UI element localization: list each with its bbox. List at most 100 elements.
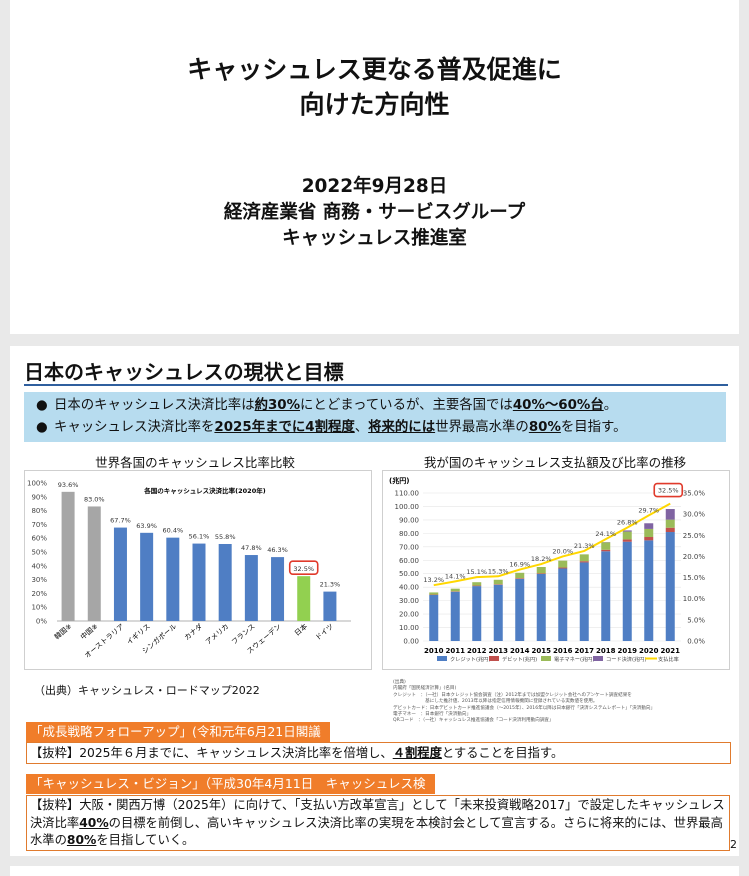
chart1-data-label: 60.4% — [162, 527, 183, 535]
chart2-ratio-line — [433, 502, 671, 587]
chart1-highlight-box — [288, 560, 319, 575]
chart1-ytick: 100% — [27, 480, 47, 488]
chart2-bar-segment — [665, 509, 675, 520]
chart2-bar-segment — [665, 519, 675, 528]
chart2-ytick-right: 35.0% — [683, 490, 706, 498]
chart1-data-label: 93.6% — [58, 481, 79, 489]
chart2-bar-segment — [601, 551, 611, 641]
chart2-category-label: 2012 — [467, 647, 487, 655]
chart1-data-label: 47.8% — [241, 544, 262, 552]
chart2-bar-segment — [601, 542, 611, 550]
chart2-bar-segment — [644, 540, 654, 641]
chart2-bar-segment — [472, 582, 482, 586]
chart1-bar — [166, 537, 180, 621]
right-chart-heading: 我が国のキャッシュレス支払額及び比率の推移 — [423, 455, 687, 470]
chart2-bar-segment — [536, 567, 546, 574]
chart1-category-label: ドイツ — [314, 622, 335, 642]
chart2-category-label: 2011 — [446, 647, 466, 655]
chart2-ytick-left: 60.00 — [399, 557, 419, 565]
chart1-ytick: 10% — [31, 604, 47, 612]
chart1-data-label: 46.3% — [267, 546, 288, 554]
chart2-legend-swatch — [489, 656, 499, 661]
trend-chart-panel: (兆円) 0.00 10.00 20.00 30.00 40.00 50.00 60.00 70… — [382, 470, 730, 670]
chart2-bar-segment — [472, 585, 482, 587]
chart2-bar-segment — [579, 561, 589, 563]
chart2-category-label: 2015 — [532, 647, 552, 655]
chart2-ytick-left: 80.00 — [399, 530, 419, 538]
chart2-bar-segment — [493, 579, 503, 585]
chart1-bar — [244, 555, 258, 621]
chart2-ratio-label: 15.3% — [488, 567, 509, 575]
chart2-ytick-left: 0.00 — [403, 638, 419, 646]
chart2-legend-swatch — [593, 656, 603, 661]
slide-heading: 日本のキャッシュレスの現状と目標 — [24, 360, 344, 384]
summary-bullet-2: ● キャッシュレス決済比率を2025年までに4割程度、将来的には世界最高水準の80… — [36, 417, 627, 439]
summary-box: ● 日本のキャッシュレス決済比率は約30%にとどまっているが、主要各国では40%～… — [24, 392, 726, 442]
summary-bullet-1: ● 日本のキャッシュレス決済比率は約30%にとどまっているが、主要各国では40%～… — [36, 395, 617, 417]
chart1-ytick: 70% — [31, 521, 47, 529]
chart2-ytick-left: 20.00 — [399, 611, 419, 619]
chart1-bar — [297, 576, 311, 621]
chart2-bar-segment — [665, 532, 675, 641]
bullet-dot-icon: ● — [36, 398, 48, 413]
chart1-data-label: 32.5% — [293, 565, 314, 573]
content-slide: 日本のキャッシュレスの現状と目標 ● 日本のキャッシュレス決済比率は約30%にとど… — [10, 346, 739, 856]
chart2-bar-segment — [515, 578, 525, 579]
chart2-bar-segment — [644, 536, 654, 541]
chart1-ytick: 90% — [31, 493, 47, 501]
heading-rule — [24, 384, 728, 386]
chart2-ratio-label: 16.9% — [509, 561, 530, 569]
japan-cashless-trend-chart: (兆円) 0.00 10.00 20.00 30.00 40.00 50.00 60.00 70… — [389, 476, 706, 663]
chart2-bar-segment — [450, 591, 460, 641]
chart1-bar — [192, 543, 206, 621]
chart2-bar-segment — [472, 586, 482, 641]
chart1-ytick: 20% — [31, 590, 47, 598]
presentation-title: キャッシュレス更なる普及促進に 向けた方向性 — [187, 55, 562, 119]
chart1-bar — [218, 543, 232, 621]
cashless-vision-tag: 「キャッシュレス・ビジョン」（平成30年4月11日 キャッシュレス検討会策定） — [26, 774, 435, 811]
page-number: 2 — [730, 838, 737, 851]
chart2-category-label: 2010 — [424, 647, 444, 655]
bullet-dot-icon: ● — [36, 420, 48, 435]
chart2-bar-segment — [429, 592, 439, 595]
chart2-ratio-label: 21.3% — [574, 542, 595, 550]
chart2-category-label: 2019 — [618, 647, 638, 655]
chart2-ratio-label: 24.1% — [595, 530, 616, 538]
chart2-ratio-label: 14.1% — [445, 572, 466, 580]
chart2-bar-segment — [665, 527, 675, 533]
chart1-data-label: 21.3% — [320, 581, 341, 589]
chart2-legend-label: デビット(兆円) — [502, 655, 537, 663]
chart1-category-label: 韓国※ — [52, 622, 73, 642]
chart2-ratio-label: 29.7% — [638, 506, 659, 514]
chart1-ytick: 40% — [31, 562, 47, 570]
chart1-data-label: 55.8% — [215, 533, 236, 541]
left-chart-heading: 世界各国のキャッシュレス比率比較 — [95, 455, 295, 470]
chart2-ratio-label: 13.2% — [423, 576, 444, 584]
chart1-ytick: 0% — [36, 618, 47, 626]
chart1-ytick: 80% — [31, 507, 47, 515]
cashless-vision-excerpt: 【抜粋】大阪・関西万博（2025年）に向けて、「支払い方改革宣言」として「未来投… — [26, 795, 730, 851]
chart2-ytick-right: 5.0% — [687, 616, 705, 624]
chart2-ytick-left: 70.00 — [399, 543, 419, 551]
chart2-category-label: 2018 — [596, 647, 616, 655]
growth-strategy-tag: 「成長戦略フォローアップ」(令和元年6月21日閣議決定) — [26, 722, 330, 759]
chart2-bar-segment — [644, 528, 654, 537]
chart1-bar — [323, 591, 337, 621]
chart2-bar-segment — [450, 588, 460, 592]
presentation-org: 経済産業省 商務・サービスグループ — [223, 202, 526, 223]
chart2-legend-label: 電子マネー(兆円) — [554, 655, 594, 663]
chart1-bar — [87, 506, 101, 621]
chart1-ytick: 50% — [31, 549, 47, 557]
chart1-bar — [61, 491, 75, 621]
chart1-ytick: 60% — [31, 535, 47, 543]
chart2-ytick-left: 110.00 — [395, 490, 420, 498]
chart1-bar — [271, 557, 285, 621]
chart2-bar-segment — [558, 560, 568, 568]
chart2-category-label: 2021 — [661, 647, 681, 655]
chart2-bar-segment — [601, 549, 611, 552]
chart2-ytick-left: 40.00 — [399, 584, 419, 592]
chart2-legend-swatch — [437, 656, 447, 661]
chart1-ytick: 30% — [31, 576, 47, 584]
chart2-bar-segment — [515, 572, 525, 579]
chart2-bar-segment — [536, 573, 546, 641]
